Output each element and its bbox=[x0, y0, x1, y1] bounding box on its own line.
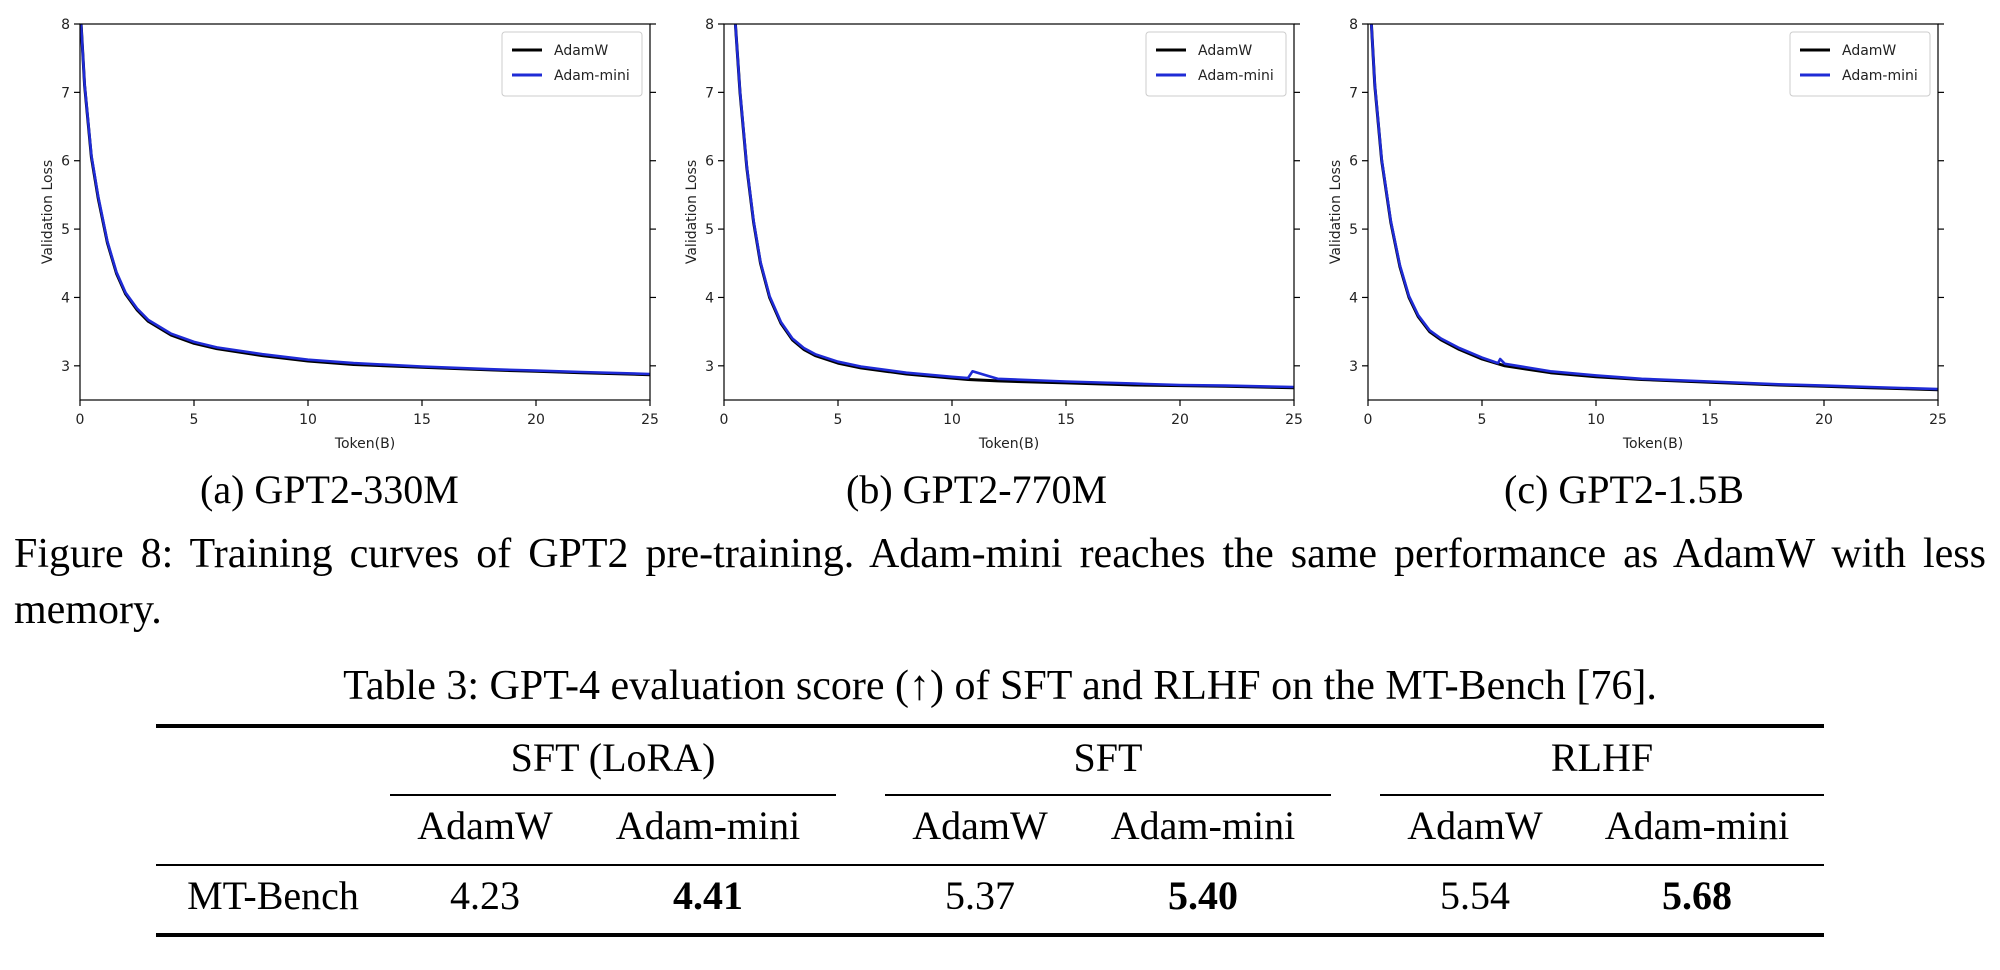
subheader-adam-mini-3: Adam-mini bbox=[1604, 803, 1790, 848]
row-label-mt-bench: MT-Bench bbox=[187, 873, 359, 918]
plot-frame bbox=[79, 23, 651, 401]
legend-box bbox=[1145, 31, 1287, 97]
x-tick-label: 5 bbox=[190, 412, 199, 428]
series-adam-mini-line bbox=[1370, 24, 1938, 391]
legend-label: AdamW bbox=[1842, 43, 1896, 59]
y-tick-label: 3 bbox=[1349, 359, 1358, 375]
legend-box bbox=[1789, 31, 1931, 97]
table-caption: Table 3: GPT-4 evaluation score (↑) of S… bbox=[343, 663, 1657, 709]
x-tick-label: 15 bbox=[1701, 412, 1719, 428]
legend-label: Adam-mini bbox=[1198, 68, 1274, 84]
legend-label: AdamW bbox=[554, 43, 608, 59]
y-tick-label: 4 bbox=[1349, 290, 1358, 306]
value-sft-lora-adamw: 4.23 bbox=[450, 873, 520, 918]
y-axis-label: Validation Loss bbox=[684, 160, 700, 264]
y-tick-label: 8 bbox=[1349, 17, 1358, 33]
chart-panel-c: 0 5 10 15 20 25 3 4 5 6 7 8 Token(B) Validation Loss A… bbox=[1288, 0, 1948, 460]
y-tick-label: 3 bbox=[705, 359, 714, 375]
x-tick-label: 0 bbox=[1364, 412, 1373, 428]
subheader-adam-mini-1: Adam-mini bbox=[615, 803, 801, 848]
plot-frame bbox=[1367, 23, 1939, 401]
x-axis-label: Token(B) bbox=[978, 436, 1039, 452]
x-axis-label: Token(B) bbox=[334, 436, 395, 452]
subcaption-a: (a) GPT2-330M bbox=[200, 467, 459, 512]
subcaption-b: (b) GPT2-770M bbox=[846, 467, 1108, 512]
group-header-sft: SFT bbox=[1073, 735, 1143, 780]
top-rule bbox=[156, 724, 1824, 728]
x-tick-label: 0 bbox=[720, 412, 729, 428]
x-tick-label: 25 bbox=[1285, 412, 1303, 428]
y-tick-label: 5 bbox=[705, 222, 714, 238]
group-header-sft-lora: SFT (LoRA) bbox=[510, 735, 716, 780]
y-tick-label: 8 bbox=[61, 17, 70, 33]
value-sft-adamw: 5.37 bbox=[945, 873, 1015, 918]
series-adam-mini-line bbox=[80, 24, 650, 376]
group-rule-sft bbox=[885, 794, 1331, 796]
chart-a: 0 5 10 15 20 25 3 4 5 6 7 8 Token(B) Validation Loss A… bbox=[40, 17, 659, 452]
x-tick-label: 25 bbox=[1929, 412, 1947, 428]
y-tick-label: 5 bbox=[1349, 222, 1358, 238]
series-adam-mini-line bbox=[734, 24, 1294, 389]
subheader-adam-mini-2: Adam-mini bbox=[1110, 803, 1296, 848]
y-tick-label: 7 bbox=[1349, 85, 1358, 101]
group-rule-sft-lora bbox=[390, 794, 836, 796]
chart-b: 0 5 10 15 20 25 3 4 5 6 7 8 Token(B) Validation Loss A… bbox=[684, 17, 1303, 452]
y-tick-label: 7 bbox=[705, 85, 714, 101]
value-sft-adam-mini: 5.40 bbox=[1168, 873, 1238, 918]
y-tick-label: 6 bbox=[61, 154, 70, 170]
y-tick-label: 5 bbox=[61, 222, 70, 238]
x-tick-label: 5 bbox=[834, 412, 843, 428]
x-tick-label: 15 bbox=[413, 412, 431, 428]
legend-label: Adam-mini bbox=[554, 68, 630, 84]
subheader-adamw-3: AdamW bbox=[1407, 803, 1543, 848]
x-tick-label: 25 bbox=[641, 412, 659, 428]
x-tick-label: 10 bbox=[943, 412, 961, 428]
value-rlhf-adamw: 5.54 bbox=[1440, 873, 1510, 918]
subheader-adamw-1: AdamW bbox=[417, 803, 553, 848]
x-tick-label: 20 bbox=[527, 412, 545, 428]
subcaption-c: (c) GPT2-1.5B bbox=[1504, 467, 1744, 512]
legend-box bbox=[501, 31, 643, 97]
y-axis-label: Validation Loss bbox=[40, 160, 56, 264]
y-tick-label: 6 bbox=[705, 154, 714, 170]
mid-rule bbox=[156, 864, 1824, 866]
legend-label: Adam-mini bbox=[1842, 68, 1918, 84]
y-tick-label: 6 bbox=[1349, 154, 1358, 170]
x-tick-label: 15 bbox=[1057, 412, 1075, 428]
figure-caption: Figure 8: Training curves of GPT2 pre-tr… bbox=[14, 531, 1986, 633]
x-tick-label: 20 bbox=[1171, 412, 1189, 428]
legend-label: AdamW bbox=[1198, 43, 1252, 59]
x-axis-label: Token(B) bbox=[1622, 436, 1683, 452]
group-header-rlhf: RLHF bbox=[1550, 735, 1654, 780]
chart-panel-a: 0 5 10 15 20 25 3 4 5 6 7 8 Token(B) Validation Loss A… bbox=[0, 0, 660, 460]
value-rlhf-adam-mini: 5.68 bbox=[1662, 873, 1732, 918]
chart-c: 0 5 10 15 20 25 3 4 5 6 7 8 Token(B) Validation Loss A… bbox=[1328, 17, 1947, 452]
group-rule-rlhf bbox=[1380, 794, 1824, 796]
x-tick-label: 20 bbox=[1815, 412, 1833, 428]
x-tick-label: 10 bbox=[1587, 412, 1605, 428]
y-tick-label: 4 bbox=[61, 290, 70, 306]
value-sft-lora-adam-mini: 4.41 bbox=[673, 873, 743, 918]
bottom-rule bbox=[156, 933, 1824, 937]
subheader-adamw-2: AdamW bbox=[912, 803, 1048, 848]
x-tick-label: 10 bbox=[299, 412, 317, 428]
y-tick-label: 7 bbox=[61, 85, 70, 101]
y-tick-label: 8 bbox=[705, 17, 714, 33]
y-tick-label: 4 bbox=[705, 290, 714, 306]
chart-panel-b: 0 5 10 15 20 25 3 4 5 6 7 8 Token(B) Validation Loss A… bbox=[644, 0, 1304, 460]
y-axis-label: Validation Loss bbox=[1328, 160, 1344, 264]
plot-frame bbox=[723, 23, 1295, 401]
x-tick-label: 5 bbox=[1478, 412, 1487, 428]
x-tick-label: 0 bbox=[76, 412, 85, 428]
y-tick-label: 3 bbox=[61, 359, 70, 375]
